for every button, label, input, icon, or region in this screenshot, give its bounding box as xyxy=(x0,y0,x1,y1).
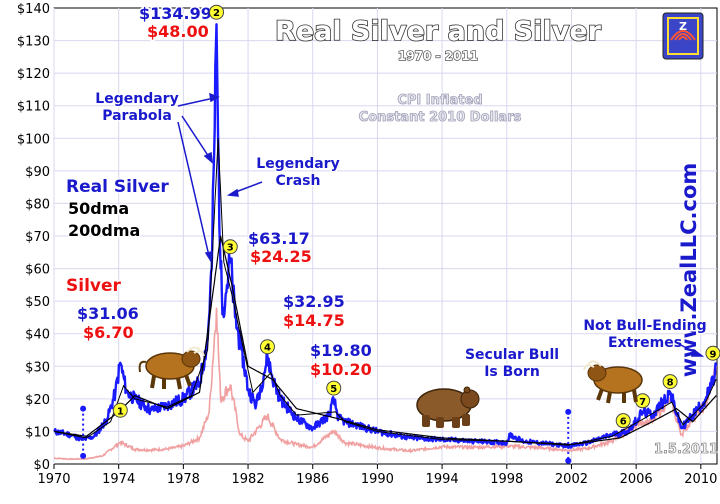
marker-label: 2 xyxy=(213,8,220,19)
chart-subtitle: 1970 - 2011 xyxy=(398,49,478,63)
y-tick-label: $0 xyxy=(33,458,50,473)
marker-label: 9 xyxy=(709,349,716,360)
x-tick-label: 1982 xyxy=(232,472,265,487)
peak3-real: $63.17 xyxy=(248,229,310,248)
marker-circle xyxy=(662,374,678,390)
marker-label: 5 xyxy=(330,384,337,395)
low-dot xyxy=(80,452,87,459)
bear-illustration xyxy=(416,386,480,428)
marker-label: 4 xyxy=(264,343,271,354)
bull-illustration-2 xyxy=(583,360,643,404)
y-tick-label: $110 xyxy=(17,100,50,115)
y-tick-label: $90 xyxy=(25,165,50,180)
y-tick-label: $70 xyxy=(25,230,50,245)
watermark: www.ZealLLC.com xyxy=(677,163,701,378)
y-tick-label: $100 xyxy=(17,132,50,147)
y-tick-label: $140 xyxy=(17,2,50,17)
marker-label: 8 xyxy=(667,378,674,389)
peak2-real: $134.99 xyxy=(139,4,212,23)
numbered-markers: 1 2 3 4 5 6 7 8 9 xyxy=(112,4,720,429)
marker-label: 6 xyxy=(620,417,627,428)
y-tick-label: $120 xyxy=(17,67,50,82)
low-markers xyxy=(80,405,572,464)
y-tick-label: $30 xyxy=(25,360,50,375)
marker-circle xyxy=(259,339,275,355)
x-tick-label: 1998 xyxy=(490,472,523,487)
zeal-logo: Z xyxy=(662,12,704,60)
date-stamp: 1.5.2011 xyxy=(654,442,718,457)
peak5-nominal: $10.20 xyxy=(310,360,372,379)
extremes-callout: Not Bull-Ending Extremes xyxy=(583,318,706,351)
y-tick-label: $80 xyxy=(25,197,50,212)
x-tick-label: 1994 xyxy=(426,472,459,487)
marker-circle xyxy=(209,4,225,20)
low-dot xyxy=(565,457,572,464)
x-tick-label: 1978 xyxy=(167,472,200,487)
y-tick-label: $40 xyxy=(25,328,50,343)
peak4-real: $32.95 xyxy=(283,292,345,311)
chart-title: Real Silver and Silver xyxy=(275,16,602,47)
peak-annotations: $31.06 $6.70 $134.99 $48.00 $63.17 $24.2… xyxy=(76,3,374,381)
svg-text:Z: Z xyxy=(679,20,687,33)
low-dot xyxy=(80,405,87,412)
x-axis-ticks: 1970 1974 1978 1982 1986 1990 1994 1998 2002 2006… xyxy=(37,464,717,487)
y-axis-ticks: $0 $10 $20 $30 $40 $50 $60 $70 $80 $90 $100 $110 $12… xyxy=(17,2,50,473)
peak1-real: $31.06 xyxy=(77,304,139,323)
marker-label: 7 xyxy=(639,397,646,408)
silver-line xyxy=(53,307,717,461)
secular-bull-callout: Secular Bull Is Born xyxy=(465,347,559,380)
marker-circle xyxy=(615,413,631,429)
parabola-callout: Legendary Parabola xyxy=(95,91,178,124)
x-tick-label: 2010 xyxy=(684,472,717,487)
dma200-line xyxy=(53,235,717,446)
marker-circle xyxy=(222,239,238,255)
peak1-nominal: $6.70 xyxy=(83,323,134,342)
peak3-nominal: $24.25 xyxy=(250,247,312,266)
crash-callout: Legendary Crash xyxy=(256,156,339,189)
x-tick-label: 1974 xyxy=(102,472,135,487)
peak4-nominal: $14.75 xyxy=(283,311,345,330)
legend-real-silver: Real Silver xyxy=(66,177,169,197)
x-tick-label: 1970 xyxy=(37,472,70,487)
legend-silver: Silver xyxy=(66,276,122,296)
bull-illustration-1 xyxy=(138,346,205,390)
marker-circle xyxy=(326,380,342,396)
peak2-nominal: $48.00 xyxy=(147,22,209,41)
dma50-line xyxy=(53,138,717,446)
cpi-note: CPI Inflated Constant 2010 Dollars xyxy=(359,93,522,125)
legend-200dma: 200dma xyxy=(68,221,140,240)
x-tick-label: 1990 xyxy=(361,472,394,487)
marker-label: 1 xyxy=(117,406,124,417)
y-tick-label: $20 xyxy=(25,393,50,408)
x-tick-label: 2006 xyxy=(620,472,653,487)
peak5-real: $19.80 xyxy=(310,341,372,360)
y-tick-label: $10 xyxy=(25,425,50,440)
low-dot xyxy=(565,408,572,415)
x-tick-label: 2002 xyxy=(555,472,588,487)
gridlines xyxy=(53,8,717,464)
x-tick-label: 1986 xyxy=(296,472,329,487)
y-tick-label: $60 xyxy=(25,263,50,278)
y-tick-label: $50 xyxy=(25,295,50,310)
y-tick-label: $130 xyxy=(17,35,50,50)
callout-arrows xyxy=(177,92,705,357)
legend-50dma: 50dma xyxy=(68,199,129,218)
marker-circle xyxy=(112,402,128,418)
marker-label: 3 xyxy=(227,243,234,254)
